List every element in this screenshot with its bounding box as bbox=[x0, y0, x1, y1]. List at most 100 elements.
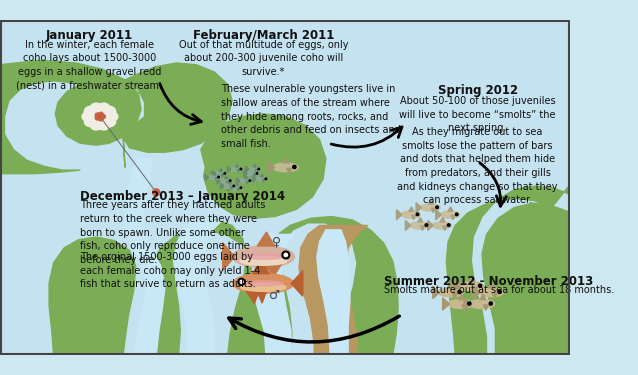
Ellipse shape bbox=[223, 184, 235, 188]
Polygon shape bbox=[228, 181, 232, 184]
Polygon shape bbox=[237, 170, 240, 172]
Circle shape bbox=[265, 178, 267, 180]
Ellipse shape bbox=[240, 256, 286, 265]
Ellipse shape bbox=[84, 117, 97, 127]
Circle shape bbox=[284, 253, 288, 257]
Text: The orginal 1500-3000 eggs laid by
each female coho may only yield 1-4
fish that: The orginal 1500-3000 eggs laid by each … bbox=[80, 252, 261, 290]
Polygon shape bbox=[283, 158, 290, 163]
Polygon shape bbox=[230, 187, 232, 189]
Text: About 50-100 of those juveniles
will live to become “smolts” the
next spring.: About 50-100 of those juveniles will liv… bbox=[399, 96, 556, 133]
Ellipse shape bbox=[233, 274, 293, 293]
Polygon shape bbox=[225, 176, 228, 178]
Polygon shape bbox=[260, 265, 270, 278]
Text: December 2013 – January 2014: December 2013 – January 2014 bbox=[80, 190, 285, 203]
Ellipse shape bbox=[470, 300, 494, 309]
Polygon shape bbox=[253, 174, 256, 177]
Text: Out of that multitude of eggs, only
about 200-300 juvenile coho will
survive.*: Out of that multitude of eggs, only abou… bbox=[179, 40, 348, 77]
Ellipse shape bbox=[96, 113, 105, 120]
Ellipse shape bbox=[248, 167, 261, 171]
Polygon shape bbox=[228, 166, 231, 172]
Ellipse shape bbox=[82, 112, 94, 122]
Polygon shape bbox=[412, 216, 415, 220]
Polygon shape bbox=[409, 207, 413, 211]
Circle shape bbox=[456, 213, 458, 216]
Ellipse shape bbox=[230, 167, 243, 171]
Polygon shape bbox=[287, 168, 292, 174]
Text: These vulnerable youngsters live in
shallow areas of the stream where
they hide : These vulnerable youngsters live in shal… bbox=[221, 84, 401, 149]
Polygon shape bbox=[255, 170, 258, 172]
Circle shape bbox=[240, 168, 242, 170]
Text: February/March 2011: February/March 2011 bbox=[193, 29, 334, 42]
Circle shape bbox=[489, 302, 493, 305]
Polygon shape bbox=[483, 305, 488, 310]
Text: Summer 2012 - November 2013: Summer 2012 - November 2013 bbox=[384, 274, 593, 288]
Ellipse shape bbox=[84, 106, 97, 116]
Ellipse shape bbox=[98, 120, 110, 130]
Ellipse shape bbox=[410, 222, 429, 229]
Polygon shape bbox=[0, 172, 398, 355]
Ellipse shape bbox=[478, 288, 503, 297]
Text: ♂: ♂ bbox=[269, 289, 281, 302]
Polygon shape bbox=[416, 202, 422, 213]
Polygon shape bbox=[268, 161, 274, 174]
Polygon shape bbox=[447, 20, 570, 355]
Circle shape bbox=[498, 290, 501, 294]
Polygon shape bbox=[246, 181, 249, 184]
Circle shape bbox=[100, 117, 103, 121]
Polygon shape bbox=[235, 183, 239, 186]
Polygon shape bbox=[174, 221, 221, 355]
Polygon shape bbox=[257, 232, 274, 246]
Ellipse shape bbox=[448, 300, 473, 309]
Circle shape bbox=[478, 284, 482, 287]
Polygon shape bbox=[436, 210, 441, 220]
Circle shape bbox=[95, 116, 99, 120]
Polygon shape bbox=[217, 178, 220, 184]
Polygon shape bbox=[449, 283, 454, 288]
Circle shape bbox=[249, 180, 251, 182]
Circle shape bbox=[282, 251, 290, 259]
Ellipse shape bbox=[244, 281, 283, 286]
Polygon shape bbox=[221, 174, 223, 177]
Ellipse shape bbox=[243, 254, 284, 260]
Text: Smolts mature out at sea for about 18 months.: Smolts mature out at sea for about 18 mo… bbox=[384, 285, 614, 295]
Circle shape bbox=[468, 302, 471, 305]
Polygon shape bbox=[427, 220, 433, 230]
Ellipse shape bbox=[103, 106, 115, 116]
Polygon shape bbox=[431, 208, 435, 213]
Polygon shape bbox=[452, 293, 457, 298]
Polygon shape bbox=[443, 226, 447, 230]
Polygon shape bbox=[223, 243, 235, 271]
Ellipse shape bbox=[90, 120, 103, 130]
Polygon shape bbox=[245, 290, 260, 303]
Circle shape bbox=[224, 172, 226, 174]
Polygon shape bbox=[237, 178, 240, 184]
Polygon shape bbox=[299, 225, 367, 355]
Polygon shape bbox=[489, 283, 494, 288]
Circle shape bbox=[458, 290, 461, 294]
Ellipse shape bbox=[432, 222, 452, 229]
Polygon shape bbox=[125, 159, 165, 355]
Text: ♀: ♀ bbox=[272, 235, 281, 248]
Text: January 2011: January 2011 bbox=[46, 29, 133, 42]
Ellipse shape bbox=[239, 178, 252, 183]
Polygon shape bbox=[448, 207, 453, 211]
Ellipse shape bbox=[232, 246, 295, 267]
Polygon shape bbox=[246, 166, 249, 172]
Text: In the winter, each female
coho lays about 1500-3000
eggs in a shallow gravel re: In the winter, each female coho lays abo… bbox=[16, 40, 162, 91]
Polygon shape bbox=[262, 180, 265, 182]
Polygon shape bbox=[244, 176, 248, 178]
Polygon shape bbox=[257, 291, 266, 303]
Polygon shape bbox=[213, 172, 216, 175]
Polygon shape bbox=[215, 178, 218, 180]
Polygon shape bbox=[492, 293, 497, 298]
Polygon shape bbox=[220, 183, 224, 189]
Polygon shape bbox=[418, 217, 422, 222]
Ellipse shape bbox=[459, 282, 484, 291]
Polygon shape bbox=[440, 217, 445, 222]
Ellipse shape bbox=[90, 103, 103, 113]
Polygon shape bbox=[226, 181, 229, 184]
Text: Three years after they hatched adults
return to the creek where they were
born t: Three years after they hatched adults re… bbox=[80, 201, 265, 265]
Circle shape bbox=[230, 180, 231, 182]
Circle shape bbox=[95, 113, 99, 117]
Polygon shape bbox=[228, 185, 231, 191]
